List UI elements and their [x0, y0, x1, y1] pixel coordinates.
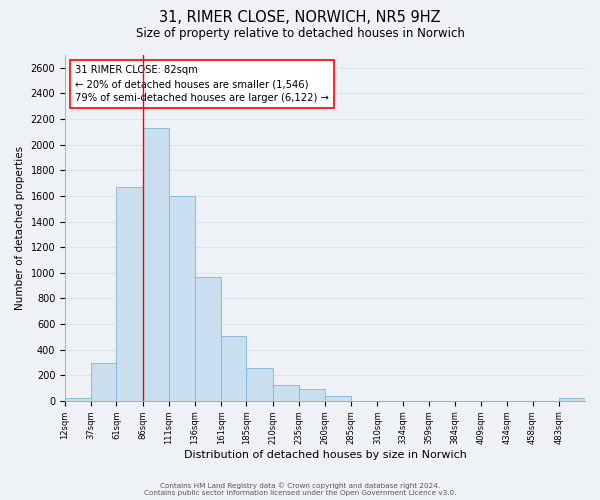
- Bar: [272, 385, 299, 401]
- X-axis label: Distribution of detached houses by size in Norwich: Distribution of detached houses by size …: [184, 450, 466, 460]
- Bar: [325, 396, 351, 401]
- Text: Contains HM Land Registry data © Crown copyright and database right 2024.: Contains HM Land Registry data © Crown c…: [160, 482, 440, 489]
- Bar: [195, 277, 221, 401]
- Bar: [91, 363, 116, 401]
- Bar: [221, 336, 247, 401]
- Bar: [169, 196, 195, 401]
- Text: Contains public sector information licensed under the Open Government Licence v3: Contains public sector information licen…: [144, 490, 456, 496]
- Bar: [299, 388, 325, 401]
- Bar: [143, 128, 169, 401]
- Bar: [65, 398, 91, 401]
- Bar: [559, 398, 585, 401]
- Text: 31 RIMER CLOSE: 82sqm
← 20% of detached houses are smaller (1,546)
79% of semi-d: 31 RIMER CLOSE: 82sqm ← 20% of detached …: [76, 66, 329, 104]
- Text: Size of property relative to detached houses in Norwich: Size of property relative to detached ho…: [136, 28, 464, 40]
- Y-axis label: Number of detached properties: Number of detached properties: [15, 146, 25, 310]
- Bar: [116, 187, 143, 401]
- Bar: [247, 368, 272, 401]
- Text: 31, RIMER CLOSE, NORWICH, NR5 9HZ: 31, RIMER CLOSE, NORWICH, NR5 9HZ: [159, 10, 441, 25]
